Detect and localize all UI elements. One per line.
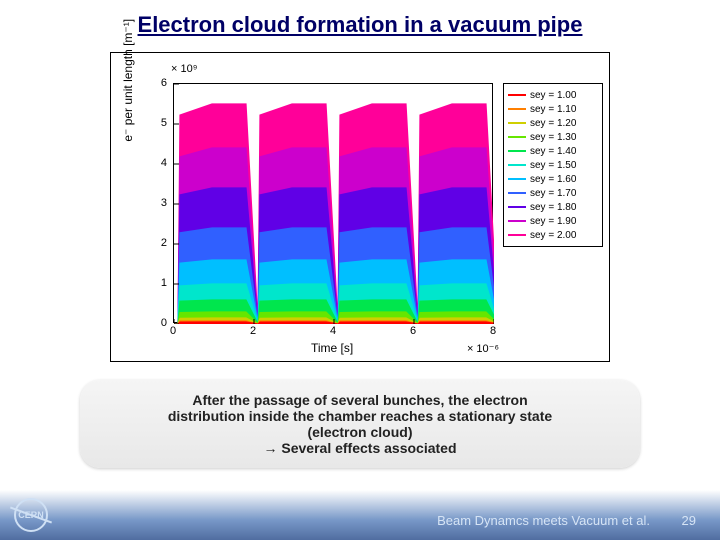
legend-label: sey = 1.80 [530, 202, 576, 213]
slide-title: Electron cloud formation in a vacuum pip… [0, 0, 720, 38]
y-exponent: × 10⁹ [171, 63, 197, 75]
legend-row: sey = 1.30 [508, 130, 598, 144]
legend-label: sey = 1.10 [530, 104, 576, 115]
legend-swatch [508, 164, 526, 166]
ytick-label: 5 [161, 117, 167, 129]
ytick-label: 2 [161, 237, 167, 249]
xtick-label: 6 [410, 325, 416, 337]
legend-row: sey = 1.40 [508, 144, 598, 158]
ytick-label: 6 [161, 77, 167, 89]
legend-row: sey = 1.20 [508, 116, 598, 130]
legend-swatch [508, 150, 526, 152]
legend-row: sey = 2.00 [508, 228, 598, 242]
footer: CERN Beam Dynamcs meets Vacuum et al. 29 [0, 490, 720, 540]
legend-label: sey = 1.20 [530, 118, 576, 129]
xtick-label: 0 [170, 325, 176, 337]
legend-swatch [508, 220, 526, 222]
footer-text: Beam Dynamcs meets Vacuum et al. [437, 513, 650, 528]
x-axis-label: Time [s] [311, 341, 353, 355]
legend-label: sey = 1.90 [530, 216, 576, 227]
ytick-label: 0 [161, 317, 167, 329]
legend-swatch [508, 108, 526, 110]
legend-row: sey = 1.60 [508, 172, 598, 186]
legend-swatch [508, 94, 526, 96]
ytick-label: 1 [161, 277, 167, 289]
x-exponent: × 10⁻⁶ [467, 342, 499, 355]
legend-label: sey = 2.00 [530, 230, 576, 241]
summary-bubble: After the passage of several bunches, th… [80, 380, 640, 468]
legend-row: sey = 1.90 [508, 214, 598, 228]
legend-label: sey = 1.30 [530, 132, 576, 143]
legend-swatch [508, 192, 526, 194]
xtick-label: 4 [330, 325, 336, 337]
page-number: 29 [682, 513, 696, 528]
legend-swatch [508, 136, 526, 138]
legend-row: sey = 1.80 [508, 200, 598, 214]
legend-row: sey = 1.70 [508, 186, 598, 200]
legend-row: sey = 1.10 [508, 102, 598, 116]
legend-row: sey = 1.00 [508, 88, 598, 102]
ytick-label: 4 [161, 157, 167, 169]
bubble-line1: After the passage of several bunches, th… [192, 392, 527, 408]
xtick-label: 2 [250, 325, 256, 337]
bubble-line3: (electron cloud) [307, 424, 412, 440]
chart-frame: × 10⁹ × 10⁻⁶ e⁻ per unit length [m⁻¹] Ti… [110, 52, 610, 362]
xtick-label: 8 [490, 325, 496, 337]
legend-row: sey = 1.50 [508, 158, 598, 172]
plot-area [173, 83, 493, 323]
bubble-line2: distribution inside the chamber reaches … [168, 408, 552, 424]
legend-label: sey = 1.40 [530, 146, 576, 157]
legend-label: sey = 1.70 [530, 188, 576, 199]
legend-swatch [508, 122, 526, 124]
chart-svg [174, 84, 494, 324]
cern-logo-icon: CERN [14, 498, 48, 532]
ytick-label: 3 [161, 197, 167, 209]
y-axis-label: e⁻ per unit length [m⁻¹] [121, 19, 135, 142]
legend-label: sey = 1.00 [530, 90, 576, 101]
legend-swatch [508, 178, 526, 180]
legend-label: sey = 1.50 [530, 160, 576, 171]
legend-swatch [508, 234, 526, 236]
legend-label: sey = 1.60 [530, 174, 576, 185]
slide: Electron cloud formation in a vacuum pip… [0, 0, 720, 540]
legend: sey = 1.00 sey = 1.10 sey = 1.20 sey = 1.30… [503, 83, 603, 247]
bubble-line4: → Several effects associated [264, 440, 457, 456]
legend-swatch [508, 206, 526, 208]
